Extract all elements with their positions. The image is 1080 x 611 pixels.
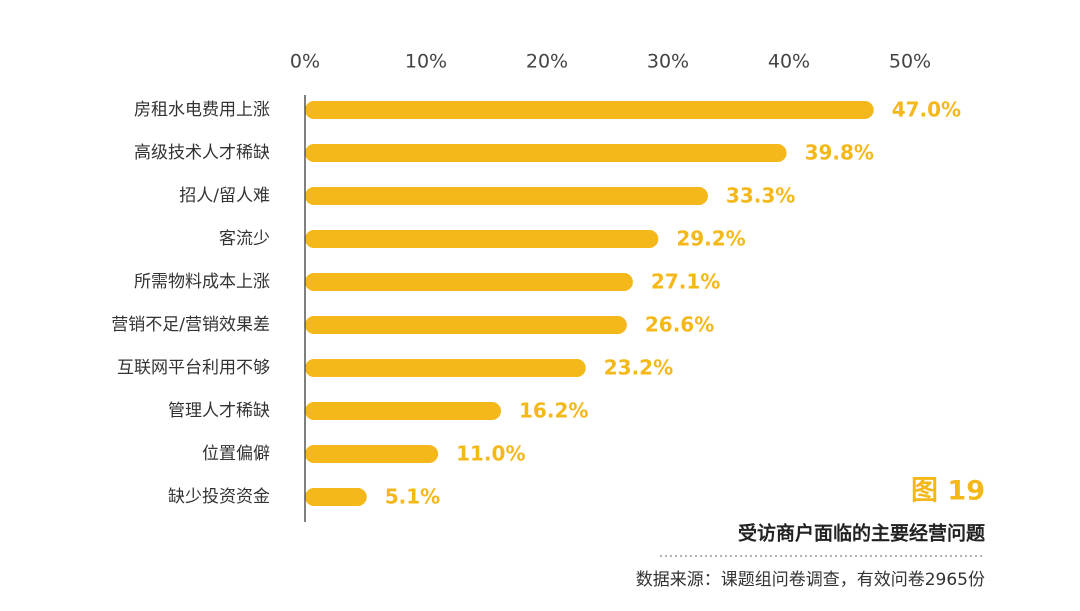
bar [305,488,367,506]
bar [305,273,633,291]
bar [305,144,787,162]
x-tick-label: 20% [526,51,568,73]
category-label: 招人/留人难 [179,186,270,206]
category-label: 客流少 [219,229,270,249]
bar [305,402,502,420]
bar [305,316,627,334]
x-tick-label: 50% [889,51,931,73]
value-label: 27.1% [651,270,720,294]
category-label: 营销不足/营销效果差 [111,315,270,335]
figure-label: 图 19 [911,476,985,507]
category-label: 所需物料成本上涨 [134,272,270,292]
category-label: 高级技术人才稀缺 [134,143,270,163]
value-label: 16.2% [519,399,588,423]
x-tick-label: 30% [647,51,689,73]
category-label: 缺少投资资金 [168,487,270,507]
x-tick-label: 10% [405,51,447,73]
category-label: 互联网平台利用不够 [117,358,270,378]
value-label: 11.0% [456,442,525,466]
x-tick-label: 40% [768,51,810,73]
value-label: 23.2% [604,356,673,380]
category-label: 位置偏僻 [202,444,270,464]
value-label: 5.1% [385,485,440,509]
value-label: 33.3% [726,184,795,208]
chart-title: 受访商户面临的主要经营问题 [738,522,985,545]
category-label: 房租水电费用上涨 [134,100,270,120]
value-label: 29.2% [676,227,745,251]
bar [305,359,586,377]
bar [305,230,659,248]
source: 数据来源：课题组问卷调查，有效问卷2965份 [636,570,985,590]
bar [305,187,708,205]
value-label: 26.6% [645,313,714,337]
bar [305,445,439,463]
bar [305,101,874,119]
category-label: 管理人才稀缺 [168,401,270,421]
value-label: 47.0% [892,98,961,122]
x-tick-label: 0% [290,51,320,73]
value-label: 39.8% [805,141,874,165]
